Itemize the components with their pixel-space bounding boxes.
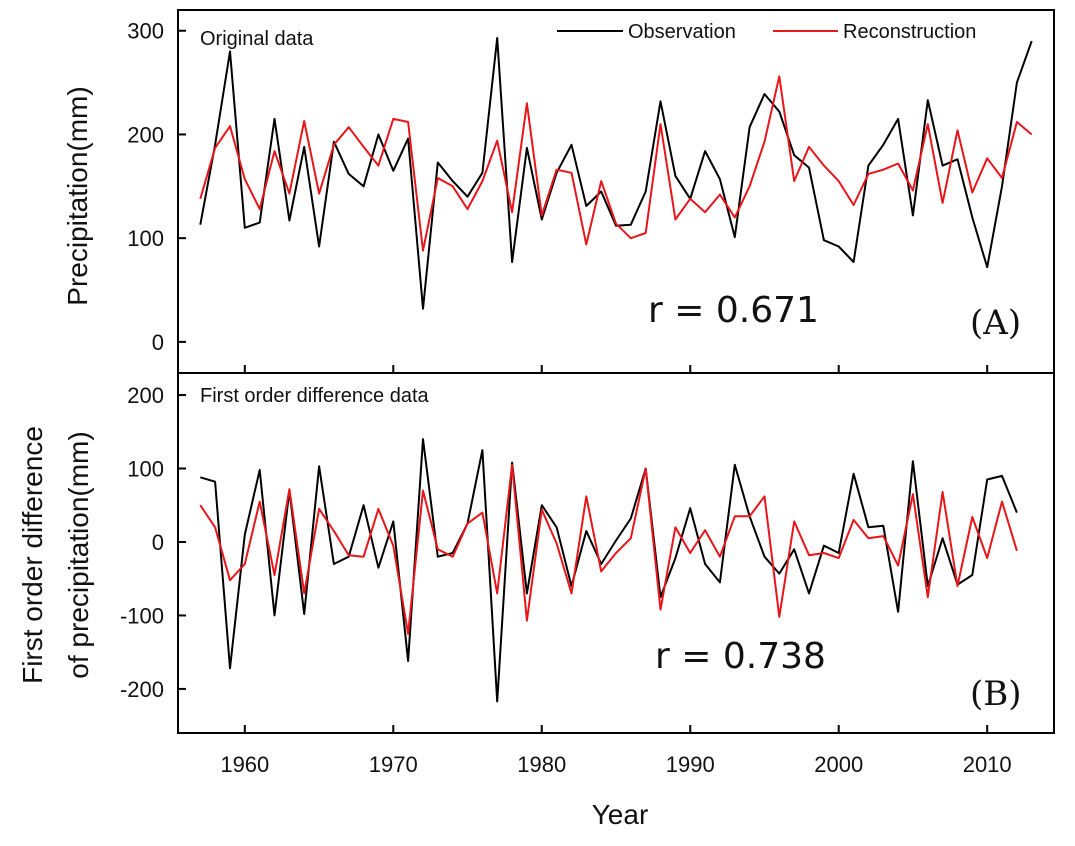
panel-a: 0 100 200 300 Original data r = 0.671 (A) P… (62, 9, 1055, 374)
x-tick-label: 1990 (666, 752, 715, 777)
x-tick-label: 2000 (814, 752, 863, 777)
panel-a-y-tick-label: 300 (127, 19, 164, 44)
panel-a-y-tick-label: 200 (127, 122, 164, 147)
panel-a-label: (A) (970, 303, 1021, 343)
legend-observation-label: Observation (628, 21, 736, 43)
legend-reconstruction-label: Reconstruction (843, 21, 976, 43)
panel-a-y-axis: 0 100 200 300 (127, 19, 186, 355)
panel-b-y-tick-label: -100 (120, 603, 164, 628)
panel-a-note: Original data (200, 28, 314, 50)
panel-b-frame (177, 372, 1055, 734)
x-axis-label: Year (592, 799, 649, 830)
panel-b-note: First order difference data (200, 385, 430, 407)
panel-a-reconstruction-line (199, 75, 1033, 252)
x-axis: 1960 1970 1980 1990 2000 2010 (220, 365, 1012, 777)
panel-b-r-value: r = 0.738 (655, 636, 826, 677)
panel-b-y-tick-label: 0 (152, 530, 164, 555)
x-tick-label: 1960 (220, 752, 269, 777)
legend: Observation Reconstruction (557, 21, 976, 43)
panel-a-y-tick-label: 100 (127, 226, 164, 251)
panel-b-y-axis: -200 -100 0 100 200 (120, 383, 186, 702)
panel-b-label: (B) (970, 674, 1022, 714)
panel-a-r-value: r = 0.671 (648, 290, 819, 331)
x-tick-label: 1980 (517, 752, 566, 777)
panel-b-y-label-line2: of precipitation(mm) (63, 431, 94, 678)
panel-b-y-label-line1: First order difference (17, 426, 48, 684)
panel-a-y-label: Precipitation(mm) (62, 86, 93, 305)
panel-a-y-tick-label: 0 (152, 330, 164, 355)
panel-b-series (199, 438, 1018, 703)
x-tick-label: 1970 (369, 752, 418, 777)
panel-b-y-tick-label: 100 (127, 457, 164, 482)
panel-b: -200 -100 0 100 200 First order difference d… (17, 372, 1055, 734)
panel-a-observation-line (199, 37, 1033, 310)
panel-a-series (199, 37, 1033, 310)
panel-b-observation-line (200, 438, 1018, 703)
panel-a-frame (177, 9, 1055, 374)
panel-b-y-tick-label: -200 (120, 677, 164, 702)
x-tick-label: 2010 (963, 752, 1012, 777)
panel-b-reconstruction-line (199, 463, 1018, 635)
panel-b-y-tick-label: 200 (127, 383, 164, 408)
